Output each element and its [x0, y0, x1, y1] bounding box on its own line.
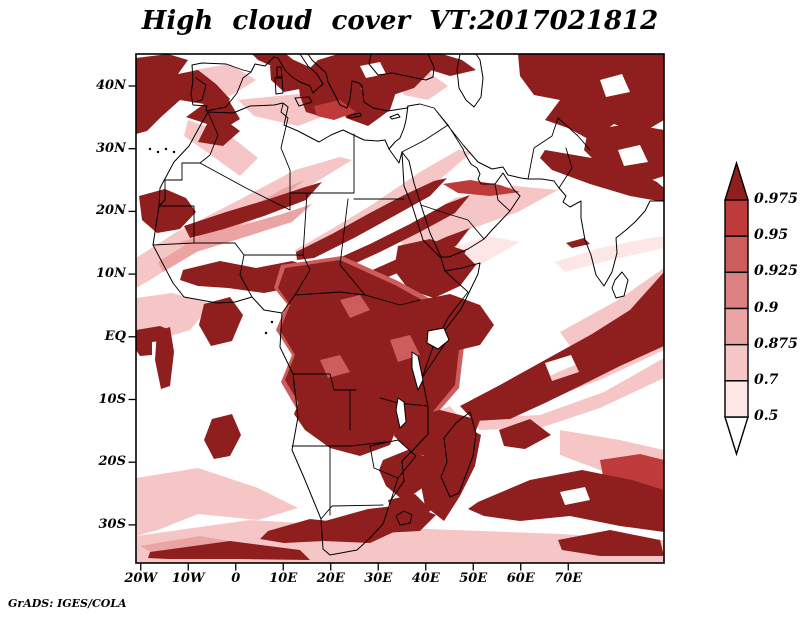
- lon-tick-label: 40E: [411, 571, 440, 586]
- lat-tick-label: EQ: [104, 328, 126, 344]
- coastline-layer: [148, 54, 664, 556]
- islands-coastline: [274, 66, 629, 299]
- lat-tick-label: 10N: [96, 266, 126, 282]
- lon-tick-label: 20E: [316, 571, 345, 586]
- cloud-region: [540, 150, 664, 202]
- lon-tick-label: 10E: [269, 571, 298, 586]
- colorbar-segment: [724, 307, 749, 346]
- cloud-region: [499, 419, 551, 449]
- cloud-region: [314, 100, 356, 120]
- cloud-region: [566, 238, 590, 248]
- lon-tick-label: 0: [231, 571, 241, 586]
- lat-tick-label: 40N: [96, 78, 126, 93]
- cloud-region: [560, 268, 664, 346]
- map-frame: [135, 53, 665, 564]
- colorbar-label: 0.95: [754, 227, 789, 244]
- colorbar-label: 0.5: [754, 408, 779, 424]
- colorbar-segment: [724, 199, 749, 237]
- cloud-region: [148, 541, 310, 560]
- lon-tick-label: 10W: [171, 571, 205, 586]
- cloud-region: [518, 54, 664, 140]
- colorbar-arrow-bottom: [724, 416, 749, 457]
- plot-title: High cloud cover VT:2017021812: [141, 6, 659, 36]
- lon-tick-label: 60E: [506, 571, 535, 586]
- colorbar-segment: [724, 271, 749, 310]
- arabia-coastline: [401, 148, 521, 258]
- small-islands-dots: [148, 147, 274, 335]
- cloud-region: [388, 494, 431, 526]
- cloud-region: [294, 394, 400, 456]
- cloud-region: [460, 272, 664, 421]
- cloud-region: [555, 236, 664, 272]
- lat-tick-label: 30N: [96, 140, 126, 156]
- lat-tick-label: 10S: [98, 391, 126, 407]
- cloud-region: [278, 260, 460, 420]
- cloud-region: [468, 358, 664, 430]
- cloud-region: [468, 470, 664, 532]
- europe-coastline: [190, 54, 484, 150]
- cloud-region: [558, 530, 664, 556]
- cloud-region: [419, 424, 481, 521]
- cloud-region: [180, 204, 312, 252]
- cloud-region: [443, 180, 520, 196]
- cloud-region: [200, 86, 240, 127]
- cloud-region: [184, 182, 322, 238]
- lat-tick-label: 20S: [98, 454, 126, 470]
- lakes: [395, 327, 450, 429]
- colorbar: [724, 160, 749, 457]
- cloud-region: [411, 242, 466, 273]
- cloud-region: [260, 519, 396, 543]
- axis-ticks: [128, 85, 569, 571]
- iran-india-coastline: [463, 145, 664, 287]
- lon-tick-label: 70E: [554, 571, 583, 586]
- colorbar-label: 0.975: [754, 191, 798, 207]
- lon-tick-label: 20W: [124, 571, 158, 586]
- cloud-region: [584, 124, 664, 186]
- cloud-region: [204, 414, 241, 459]
- colorbar-label: 0.875: [754, 335, 798, 352]
- colorbar-label: 0.925: [754, 263, 798, 280]
- cloud-region: [199, 297, 243, 346]
- lat-tick-label: 20N: [96, 203, 126, 219]
- cloud-region: [400, 186, 558, 250]
- colorbar-segment: [724, 235, 749, 274]
- cloud-region: [379, 449, 431, 501]
- cloud-shading-layer: [136, 54, 664, 563]
- colorbar-label: 0.9: [754, 299, 779, 316]
- cloud-region: [155, 327, 174, 389]
- grads-attribution: GrADS: IGES/COLA: [8, 597, 127, 610]
- colorbar-segment: [724, 343, 749, 382]
- cloud-region: [136, 54, 240, 146]
- madagascar-coastline: [440, 411, 477, 498]
- africa-coastline: [152, 102, 481, 556]
- country-borders: [152, 63, 591, 526]
- colorbar-segment: [724, 380, 749, 418]
- colorbar-label: 0.7: [754, 371, 779, 388]
- lat-tick-label: 30S: [98, 516, 126, 532]
- cloud-region: [136, 468, 298, 536]
- colorbar-arrow-top: [724, 160, 749, 201]
- cloud-region: [139, 189, 196, 233]
- lon-tick-label: 30E: [364, 571, 393, 586]
- cloud-region: [330, 195, 470, 271]
- cloud-region: [338, 88, 396, 126]
- lon-tick-label: 50E: [459, 571, 488, 586]
